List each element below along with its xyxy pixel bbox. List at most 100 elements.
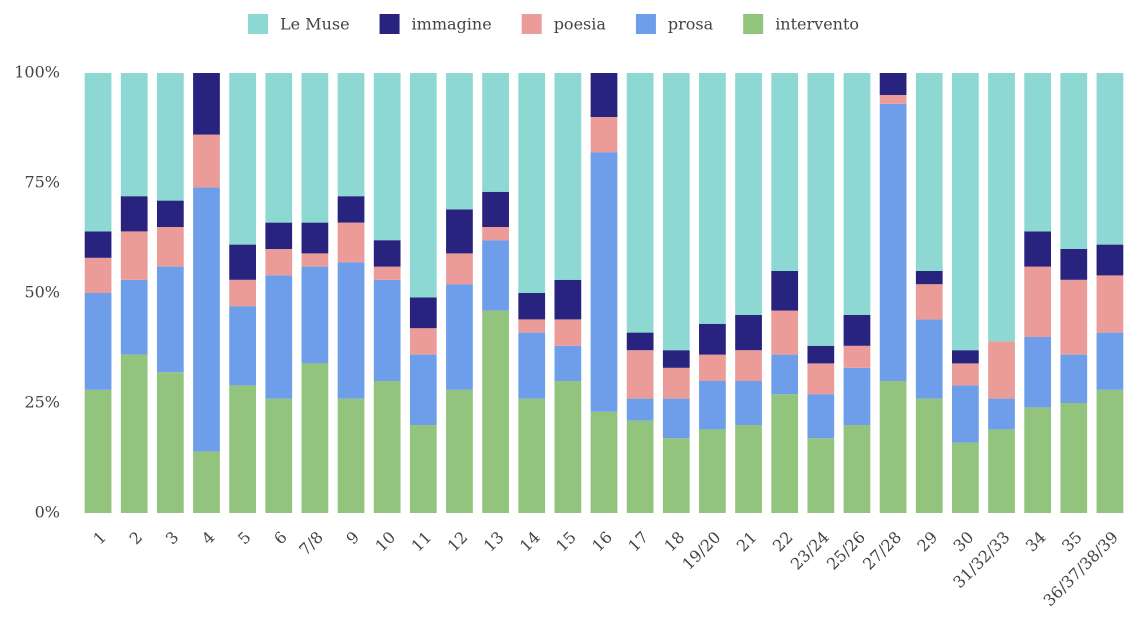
- bar-segment: [988, 429, 1015, 513]
- bar-segment: [590, 411, 618, 513]
- bar-segment: [771, 73, 799, 271]
- bar-segment: [915, 271, 943, 285]
- bar-segment: [156, 200, 184, 227]
- bar-segment: [879, 95, 907, 104]
- bar-segment: [229, 73, 256, 245]
- bar-segment: [626, 398, 654, 421]
- bar-segment: [735, 315, 762, 351]
- bar-segment: [156, 227, 184, 267]
- bar-segment: [409, 354, 437, 425]
- bar-segment: [1024, 337, 1052, 408]
- bar-segment: [1060, 354, 1088, 403]
- bar-segment: [301, 222, 329, 254]
- bar-segment: [988, 73, 1015, 342]
- bar-segment: [337, 73, 365, 197]
- bar-segment: [337, 196, 365, 223]
- bar-segment: [952, 350, 979, 364]
- bar-segment: [879, 73, 907, 95]
- legend-swatch: [379, 14, 400, 34]
- bar-segment: [807, 363, 835, 395]
- bar-segment: [1024, 266, 1052, 337]
- bar-segment: [84, 231, 112, 258]
- bar-segment: [337, 398, 365, 513]
- x-tick-label: 9: [342, 528, 363, 549]
- bar-segment: [482, 310, 509, 513]
- bar-segment: [373, 240, 401, 267]
- bar-segment: [193, 134, 220, 188]
- legend-label: immagine: [412, 15, 492, 34]
- bar-segment: [554, 73, 582, 280]
- bar-segment: [1060, 279, 1088, 355]
- bar-segment: [771, 394, 799, 513]
- bar-segment: [446, 389, 473, 513]
- bar-segment: [662, 350, 690, 368]
- legend-label: Le Muse: [280, 15, 350, 34]
- bar-segment: [193, 451, 220, 513]
- bar-segment: [952, 385, 979, 443]
- bar-segment: [84, 389, 112, 513]
- x-tick-label: 15: [552, 528, 580, 556]
- bar-segment: [915, 319, 943, 399]
- x-tick-label: 29: [913, 528, 941, 556]
- legend-label: prosa: [668, 15, 714, 34]
- bar-segment: [337, 222, 365, 263]
- x-tick-label: 35: [1058, 528, 1086, 556]
- x-tick-label: 1: [89, 528, 110, 549]
- y-tick-label: 25%: [24, 393, 60, 412]
- bar-segment: [482, 227, 509, 241]
- bar-segment: [229, 244, 256, 280]
- bar-segment: [626, 420, 654, 513]
- bar-segment: [554, 279, 582, 320]
- bar-segment: [518, 398, 546, 513]
- bar-segment: [771, 310, 799, 355]
- bar-segment: [554, 381, 582, 513]
- bar-segment: [988, 341, 1015, 399]
- bar-segment: [1096, 244, 1124, 276]
- x-tick-label: 12: [444, 528, 472, 556]
- bar-segment: [120, 73, 148, 197]
- x-tick-label: 4: [198, 528, 219, 549]
- bar-segment: [952, 363, 979, 386]
- bar-segment: [120, 231, 148, 280]
- bar-segment: [626, 332, 654, 351]
- bar-segment: [662, 73, 690, 351]
- bar-segment: [229, 279, 256, 307]
- bar-segment: [843, 425, 871, 513]
- bar-segment: [626, 73, 654, 333]
- bar-segment: [518, 293, 546, 320]
- bar-segment: [771, 354, 799, 395]
- legend-swatch: [743, 14, 764, 34]
- bar-segment: [446, 73, 473, 210]
- x-tick-label: 2: [126, 528, 147, 549]
- bar-segment: [699, 73, 726, 324]
- bar-segment: [1096, 73, 1124, 245]
- bar-segment: [229, 385, 256, 513]
- legend-swatch: [635, 14, 656, 34]
- bar-segment: [735, 381, 762, 425]
- x-tick-label: 13: [480, 528, 508, 556]
- bar-segment: [1024, 73, 1052, 232]
- x-tick-label: 11: [407, 528, 435, 556]
- bar-segment: [1024, 231, 1052, 267]
- bar-segment: [554, 319, 582, 346]
- x-tick-label: 3: [162, 528, 183, 549]
- bar-segment: [1096, 389, 1124, 513]
- bar-segment: [590, 73, 618, 117]
- bar-segment: [193, 187, 220, 452]
- y-tick-label: 75%: [24, 173, 60, 192]
- bar-segment: [1060, 249, 1088, 280]
- bar-segment: [337, 262, 365, 399]
- y-tick-label: 0%: [35, 503, 60, 522]
- x-tick-label: 23/24: [787, 528, 833, 574]
- bar-segment: [590, 117, 618, 153]
- x-tick-label: 30: [950, 528, 978, 556]
- bar-segment: [409, 73, 437, 298]
- bar-segment: [373, 381, 401, 513]
- x-tick-label: 25/26: [823, 528, 869, 574]
- bar-segment: [265, 73, 293, 223]
- bar-segment: [1060, 403, 1088, 513]
- x-tick-label: 21: [733, 528, 761, 556]
- bar-segment: [265, 275, 293, 399]
- bar-segment: [1096, 275, 1124, 333]
